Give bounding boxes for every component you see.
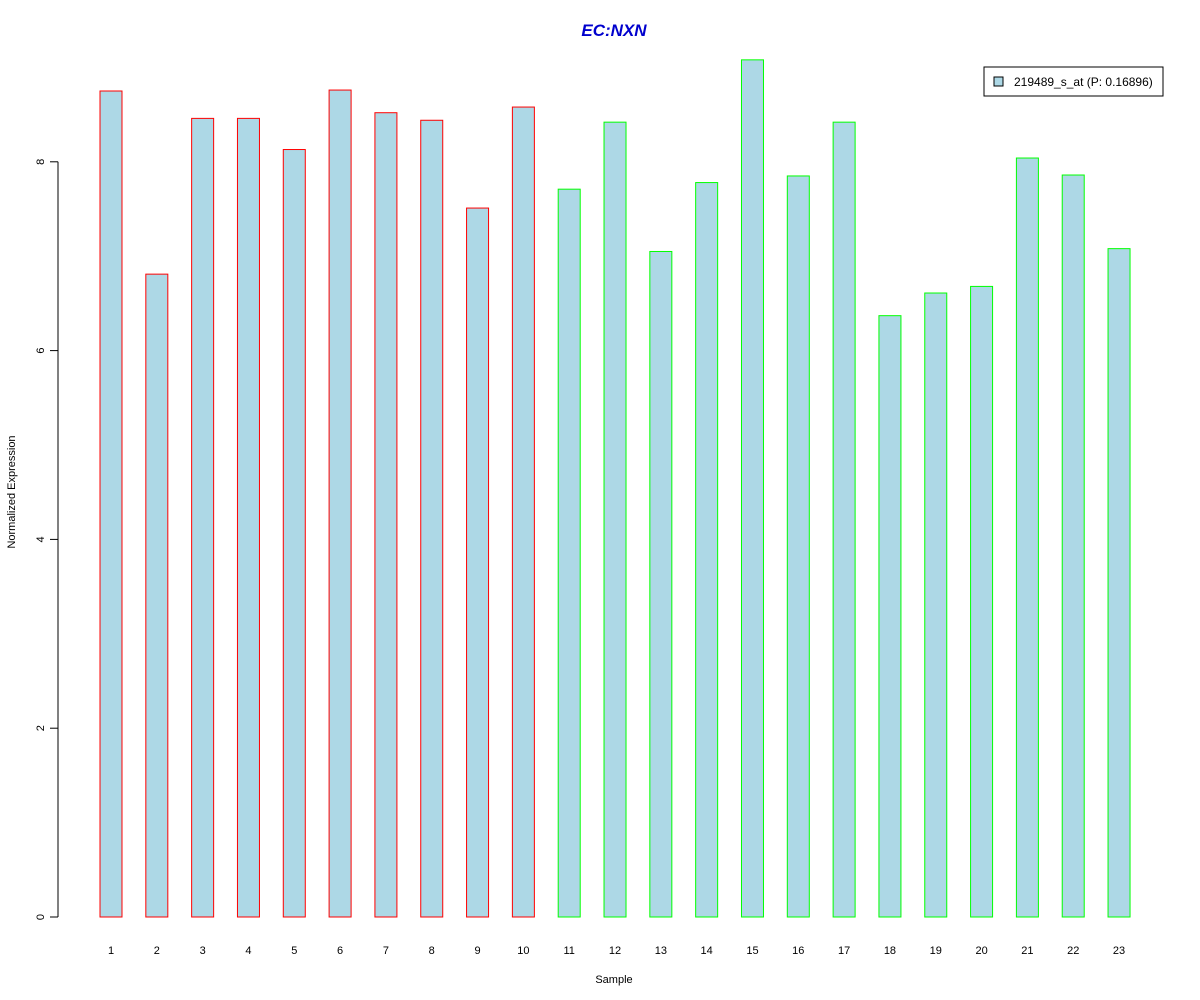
bar-sample-4 <box>236 117 260 918</box>
x-tick-label: 23 <box>1113 945 1125 957</box>
legend-box <box>983 66 1164 97</box>
bars <box>99 59 1131 918</box>
bar-sample-20 <box>970 285 994 918</box>
bar-sample-10 <box>511 106 535 918</box>
chart-title: EC:NXN <box>581 21 647 40</box>
bar-sample-23 <box>1107 248 1131 918</box>
x-tick-label: 10 <box>517 945 529 957</box>
x-tick-label: 22 <box>1067 945 1079 957</box>
y-tick-label: 6 <box>35 348 47 354</box>
bar-sample-5 <box>282 149 306 918</box>
bar-sample-18 <box>878 315 902 918</box>
bar-sample-12 <box>603 121 627 918</box>
legend: 219489_s_at (P: 0.16896) <box>983 66 1164 97</box>
x-tick-label: 20 <box>975 945 987 957</box>
x-tick-label: 13 <box>655 945 667 957</box>
x-tick-label: 15 <box>746 945 758 957</box>
bar-sample-8 <box>420 119 444 918</box>
bar-sample-16 <box>786 175 810 918</box>
x-tick-label: 8 <box>429 945 435 957</box>
x-tick-label: 11 <box>563 945 574 957</box>
bar-sample-6 <box>328 89 352 918</box>
bar-sample-15 <box>740 59 764 918</box>
x-tick-label: 4 <box>245 945 251 957</box>
bar-sample-7 <box>374 112 398 918</box>
legend-swatch <box>993 76 1004 87</box>
bar-sample-19 <box>924 292 948 918</box>
bar-sample-22 <box>1061 174 1085 918</box>
x-tick-label: 16 <box>792 945 804 957</box>
x-tick-label: 14 <box>701 945 713 957</box>
x-tick-labels: 1 2 3 4 5 6 7 8 9 10 11 12 13 14 15 16 17 18 19 20 21 22 23 <box>108 945 1125 957</box>
y-tick-label: 2 <box>35 725 47 731</box>
y-axis: 0 2 4 6 8 <box>35 159 59 920</box>
x-tick-label: 2 <box>154 945 160 957</box>
x-tick-label: 17 <box>838 945 850 957</box>
x-tick-label: 12 <box>609 945 621 957</box>
bar-sample-21 <box>1015 157 1039 918</box>
x-tick-label: 5 <box>291 945 297 957</box>
x-tick-label: 9 <box>474 945 480 957</box>
y-tick-label: 8 <box>35 159 47 165</box>
bar-sample-2 <box>145 273 169 918</box>
legend-label: 219489_s_at (P: 0.16896) <box>1014 75 1153 89</box>
bar-sample-9 <box>466 207 490 918</box>
bar-sample-3 <box>191 117 215 918</box>
x-axis-label: Sample <box>595 974 632 986</box>
x-tick-label: 3 <box>200 945 206 957</box>
x-tick-label: 7 <box>383 945 389 957</box>
x-tick-label: 21 <box>1021 945 1033 957</box>
x-tick-label: 6 <box>337 945 343 957</box>
y-axis-label: Normalized Expression <box>6 435 18 548</box>
bar-sample-13 <box>649 250 673 918</box>
bar-sample-14 <box>695 182 719 918</box>
bar-sample-1 <box>99 90 123 918</box>
x-tick-label: 1 <box>108 945 114 957</box>
y-tick-label: 0 <box>35 914 47 920</box>
x-tick-label: 19 <box>930 945 942 957</box>
bar-sample-17 <box>832 121 856 918</box>
y-tick-label: 4 <box>35 536 47 542</box>
bar-sample-11 <box>557 188 581 918</box>
x-tick-label: 18 <box>884 945 896 957</box>
